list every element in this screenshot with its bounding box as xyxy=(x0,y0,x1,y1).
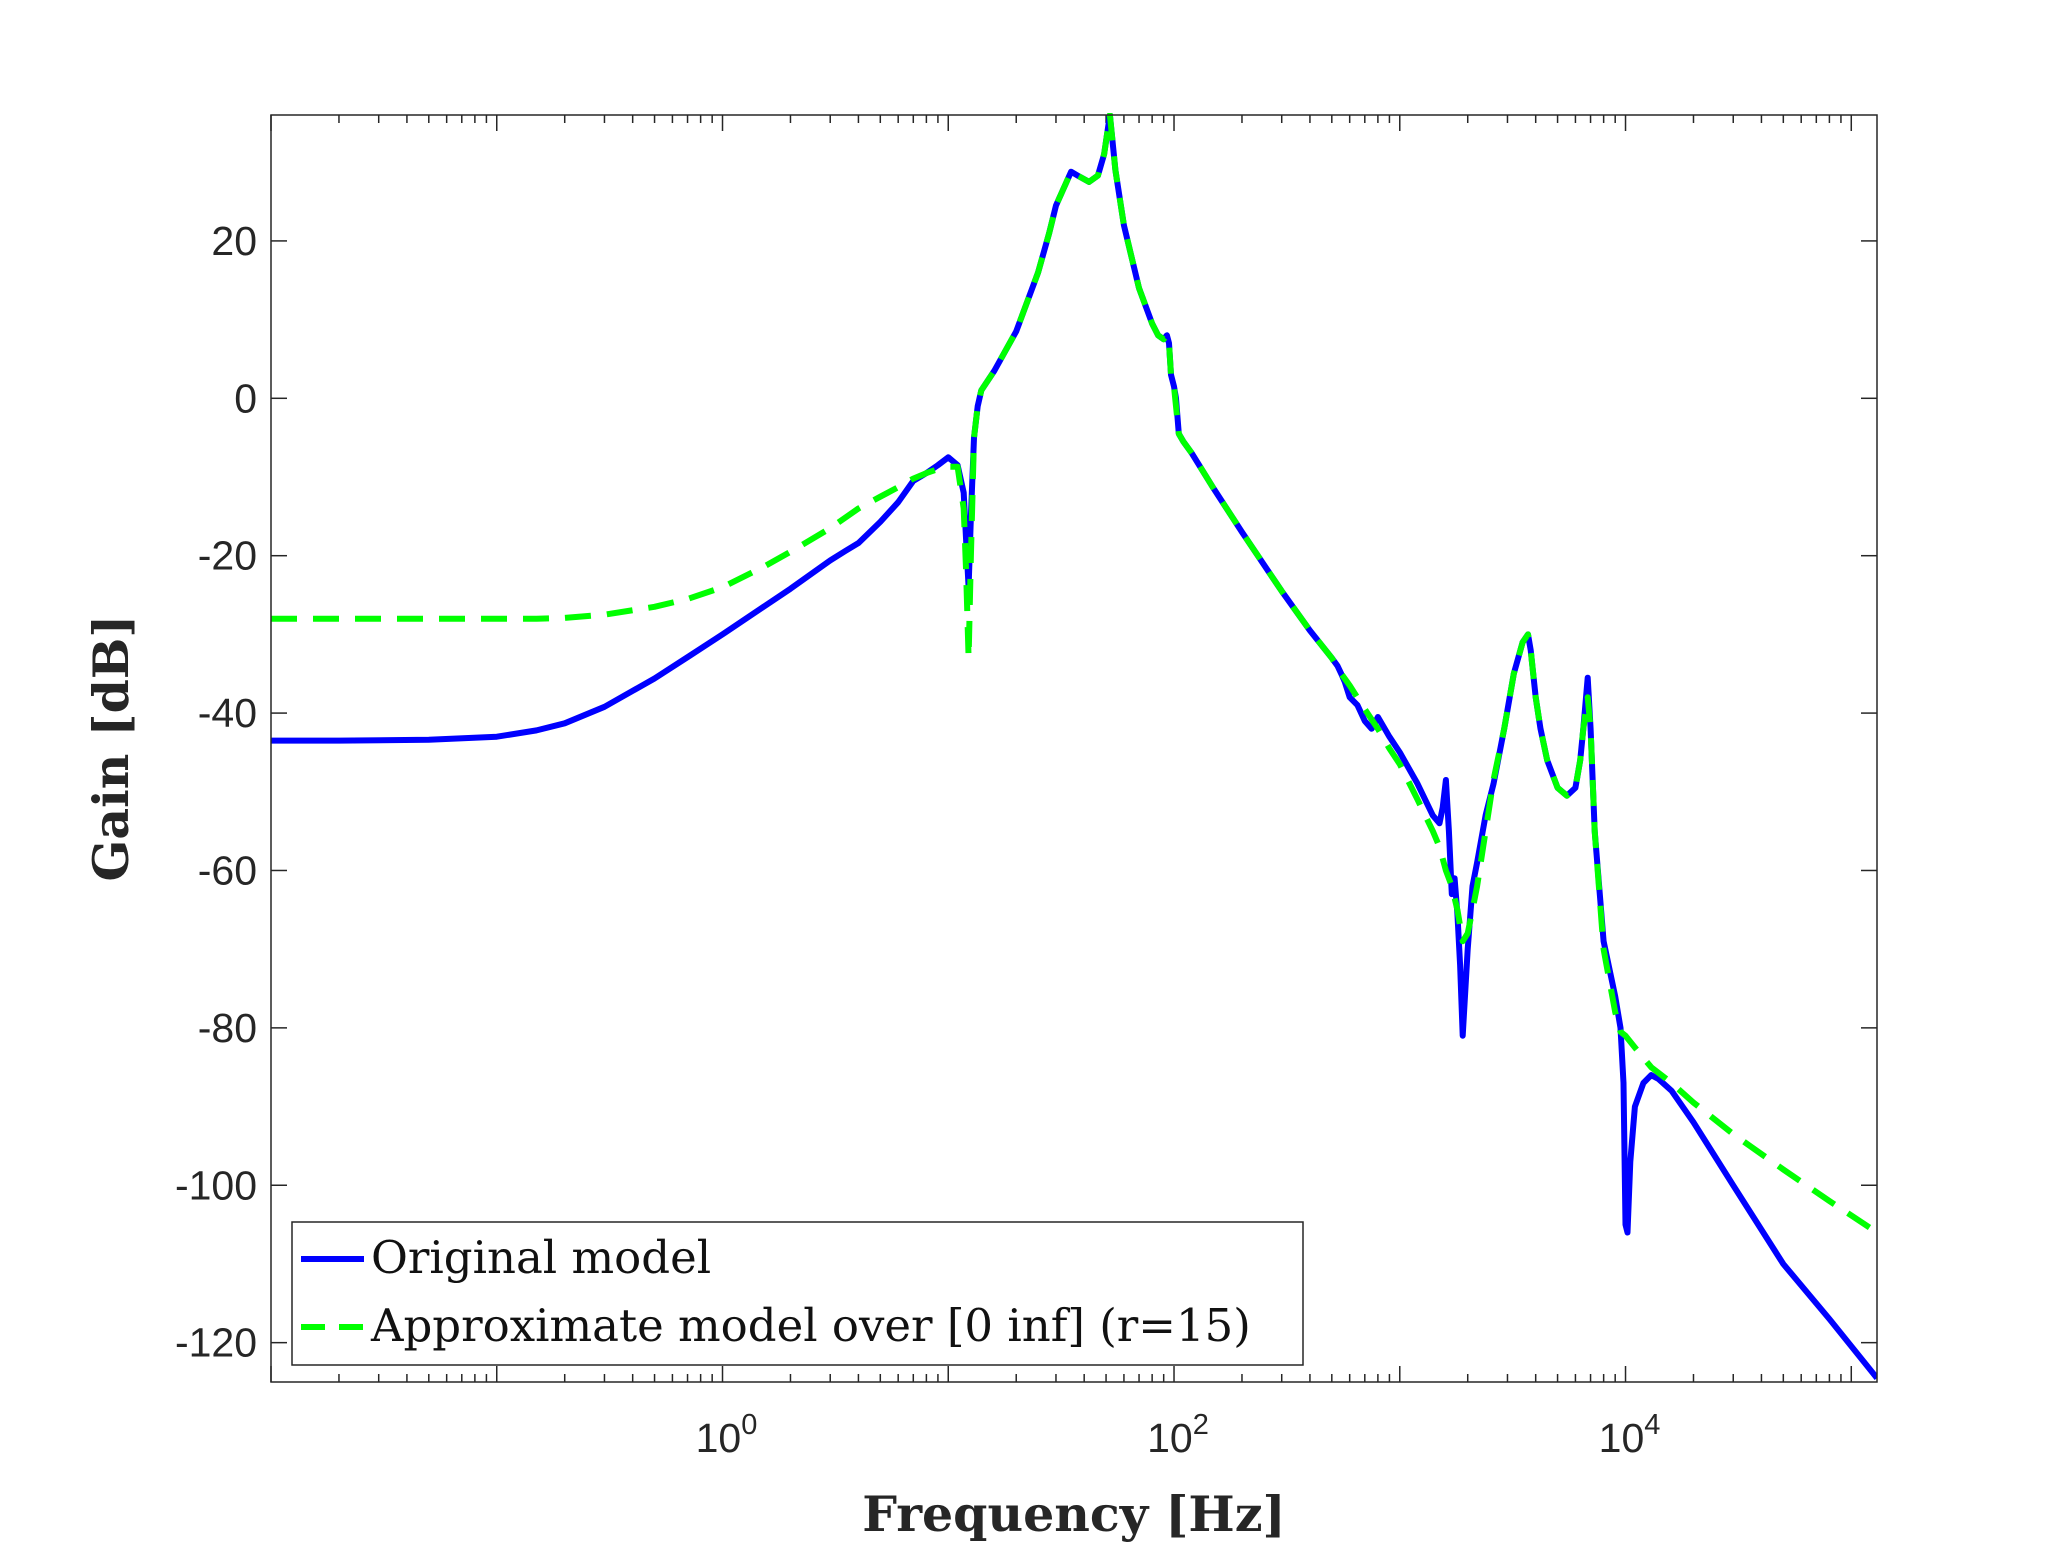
plot-frame xyxy=(270,114,1878,1383)
x-axis-title: Frequency [Hz] xyxy=(862,1485,1285,1543)
y-tick-label: -120 xyxy=(175,1320,257,1366)
legend-box xyxy=(291,1221,1304,1366)
y-tick-label: -60 xyxy=(198,847,257,893)
y-tick-label: 0 xyxy=(234,375,257,421)
y-tick-label: -80 xyxy=(198,1005,257,1051)
ticks-layer xyxy=(270,115,1877,1382)
y-tick-label: -40 xyxy=(198,690,257,736)
plot-area xyxy=(271,115,1877,1382)
y-tick-label: -100 xyxy=(175,1162,257,1208)
y-tick-label: -20 xyxy=(198,533,257,579)
series-line-approximate xyxy=(271,113,1877,1236)
legend: Original model Approximate model over [0… xyxy=(291,1221,1304,1366)
legend-label-original: Original model xyxy=(371,1231,711,1284)
series-line-original xyxy=(271,113,1877,1380)
legend-label-approximate: Approximate model over [0 inf] (r=15) xyxy=(370,1299,1251,1352)
y-tick-label: 20 xyxy=(211,218,257,264)
series-layer xyxy=(271,113,1877,1380)
y-axis-title: Gain [dB] xyxy=(82,615,140,882)
